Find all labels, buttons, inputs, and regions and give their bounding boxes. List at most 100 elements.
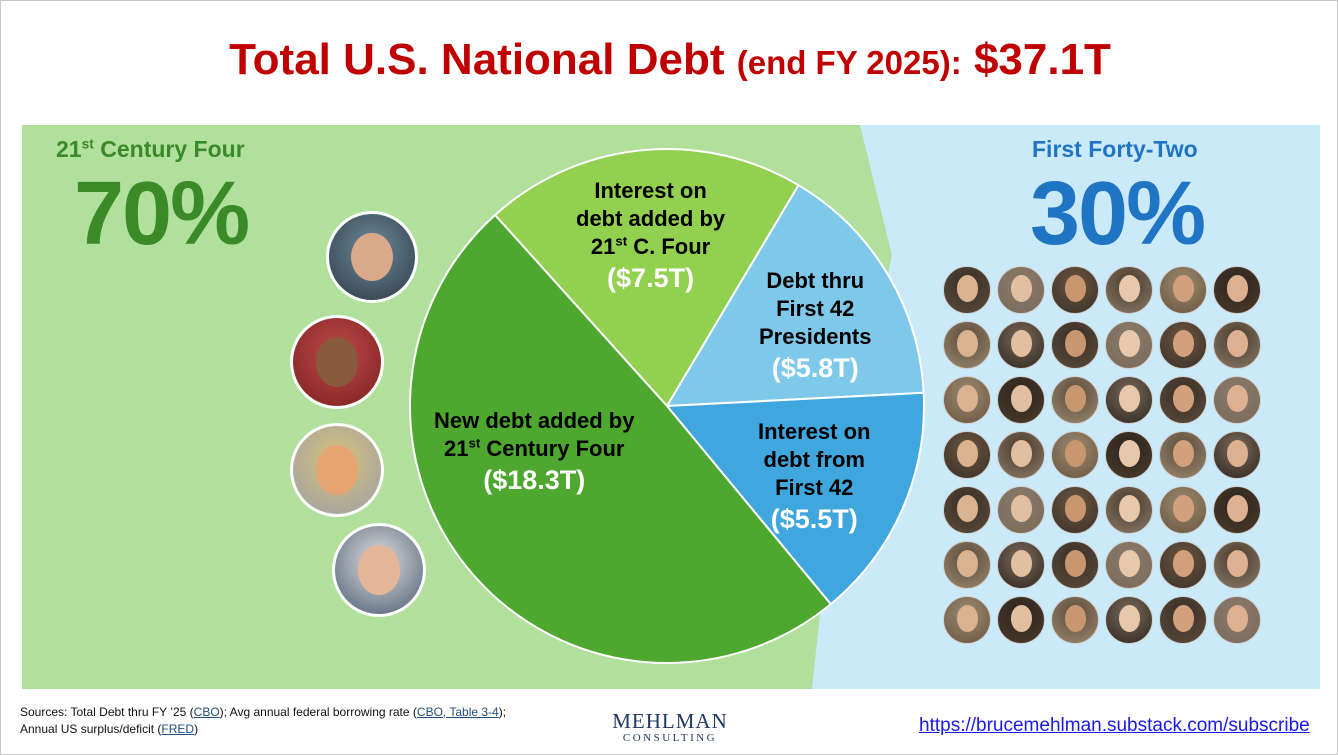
slice-line: Century Four [480,436,625,462]
pie-slice-interest-first42 [664,391,925,606]
source-link-fred[interactable]: FRED [161,722,195,737]
portrait-face [1172,605,1195,632]
portrait-face [1226,385,1249,412]
president-portrait [1159,541,1207,589]
president-portrait [1105,541,1153,589]
portrait-face [1010,605,1033,632]
slice-line: First 42 [775,475,854,501]
president-portrait [1105,376,1153,424]
left-label-suffix: Century Four [93,136,245,162]
portrait-face [1118,495,1141,522]
portrait-face [1064,385,1087,412]
president-portrait [1051,266,1099,314]
portrait-face [1226,550,1249,577]
president-portrait [1051,431,1099,479]
slice-label-interest-first42: Interest on debt from First 42 ($5.5T) [758,418,870,537]
source-link-cbo-table[interactable]: CBO, Table 3-4 [416,705,499,719]
slice-line: First 42 [776,296,855,322]
president-portrait [1105,431,1153,479]
president-portrait [1105,266,1153,314]
president-portrait [997,431,1045,479]
chart-panel: 21st Century Four 70% First Forty-Two 30… [22,125,1320,689]
president-portrait [1159,596,1207,644]
slice-amount: ($7.5T) [607,263,695,294]
president-portrait [997,376,1045,424]
president-portrait [1051,596,1099,644]
president-portrait [1159,321,1207,369]
portrait-face [1226,605,1249,632]
portrait-face [956,385,979,412]
portrait-face [1172,330,1195,357]
portrait-face [1226,330,1249,357]
slice-line: C. Four [627,234,711,260]
slice-line: Debt thru [766,268,865,293]
slice-label-debt-first42: Debt thru First 42 Presidents ($5.8T) [759,267,872,386]
slice-label-new-debt-21c: New debt added by 21st Century Four ($18… [434,407,634,498]
president-portrait [1051,376,1099,424]
portrait-face [1172,385,1195,412]
mehlman-logo: MEHLMAN CONSULTING [610,711,730,745]
pie-slice-new-debt-21c [409,213,833,664]
slice-label-interest-21c: Interest on debt added by 21st C. Four (… [576,177,725,296]
president-portrait [943,376,991,424]
portrait-face [1172,440,1195,467]
president-portrait [997,541,1045,589]
portrait-face [1064,440,1087,467]
president-portrait [997,266,1045,314]
portrait-face [351,232,393,282]
president-portrait [1213,431,1261,479]
portrait-face [1226,440,1249,467]
president-portrait [943,266,991,314]
right-group-label: First Forty-Two [1032,136,1198,162]
portrait-face [1118,605,1141,632]
portrait-trump [290,423,384,517]
portrait-face [956,275,979,302]
logo-line1: MEHLMAN [612,709,728,733]
slice-line: debt from [763,447,865,473]
portrait-face [1118,330,1141,357]
left-label-sup: st [81,136,94,152]
president-portrait [1213,376,1261,424]
portrait-face [1118,385,1141,412]
president-portrait [1105,486,1153,534]
portrait-face [1010,495,1033,522]
portrait-face [1010,550,1033,577]
president-portrait [1159,376,1207,424]
president-portrait [943,321,991,369]
president-portrait [1159,486,1207,534]
slice-line: 21 [590,234,616,260]
portrait-face [1172,550,1195,577]
president-portrait [943,486,991,534]
slice-amount: ($5.5T) [770,504,858,535]
portrait-face [1064,495,1087,522]
portrait-face [1064,550,1087,577]
president-portrait [943,596,991,644]
slice-line: Interest on [594,178,707,203]
president-portrait [1159,431,1207,479]
slice-line: Interest on [758,419,871,444]
slice-line: 21 [444,436,469,462]
president-portrait [943,431,991,479]
portrait-face [315,337,359,387]
portrait-biden [332,523,426,617]
left-group-percent: 70% [74,164,250,264]
president-portrait [997,321,1045,369]
chart-title: Total U.S. National Debt (end FY 2025): … [1,35,1337,85]
president-portrait [1213,486,1261,534]
portrait-face [1064,275,1087,302]
pie-slice-debt-first42 [665,183,925,408]
portrait-face [956,495,979,522]
slice-line: Presidents [759,324,872,350]
slice-line: New debt added by [434,408,635,433]
portrait-face [1118,275,1141,302]
title-total: $37.1T [973,35,1111,84]
portrait-face [1172,275,1195,302]
subscribe-link[interactable]: https://brucemehlman.substack.com/subscr… [919,715,1310,736]
portrait-face [1010,440,1033,467]
portrait-face [1172,495,1195,522]
president-portrait [997,486,1045,534]
portrait-obama [290,315,384,409]
portrait-face [1226,495,1249,522]
source-link-cbo[interactable]: CBO [193,705,220,719]
portrait-face [956,605,979,632]
